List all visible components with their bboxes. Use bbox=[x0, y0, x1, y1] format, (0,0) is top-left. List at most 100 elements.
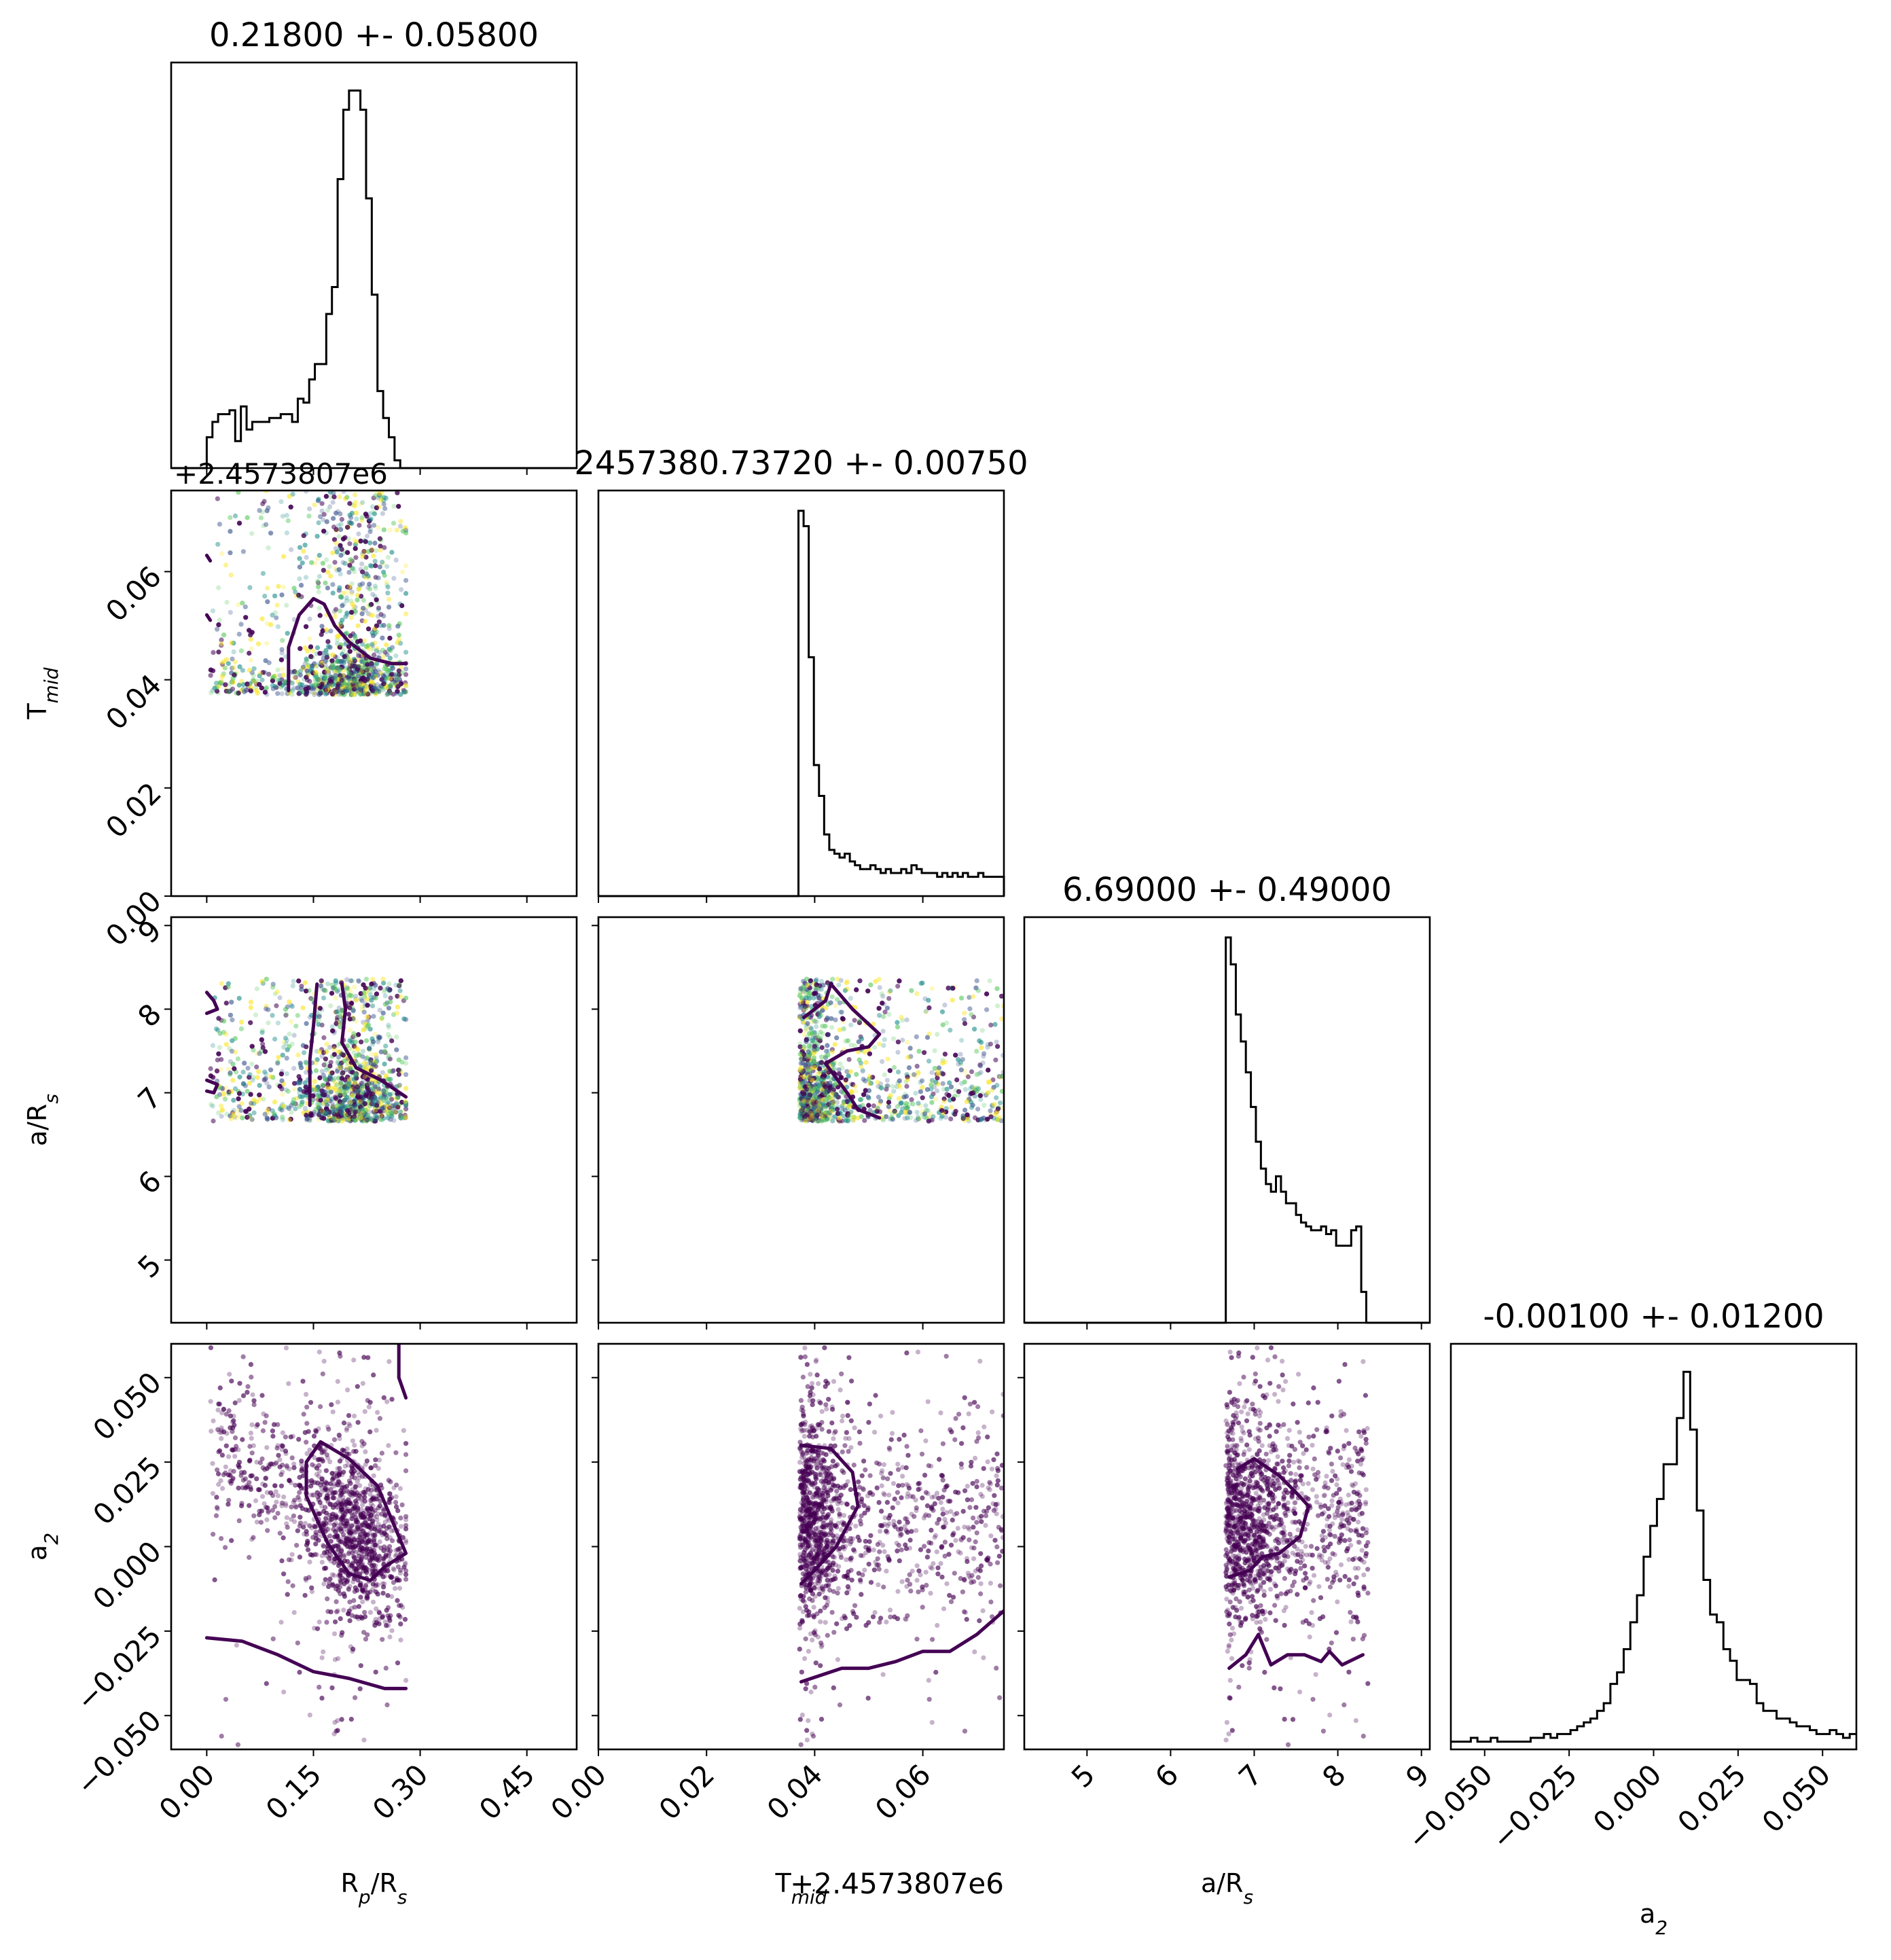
sample-point bbox=[341, 660, 347, 665]
sample-point bbox=[272, 673, 278, 679]
sample-point bbox=[374, 1055, 379, 1061]
sample-point bbox=[349, 581, 355, 586]
sample-point bbox=[315, 498, 321, 503]
sample-point bbox=[384, 580, 389, 585]
sample-point bbox=[245, 1065, 251, 1071]
sample-point bbox=[378, 548, 383, 553]
sample-point bbox=[312, 1079, 317, 1084]
sample-point bbox=[239, 679, 245, 684]
sample-point bbox=[376, 491, 382, 497]
sample-point bbox=[355, 623, 361, 628]
sample-point bbox=[403, 590, 409, 596]
sample-point bbox=[290, 983, 295, 988]
sample-point bbox=[228, 1070, 233, 1075]
sample-point bbox=[349, 520, 355, 527]
sample-point bbox=[353, 499, 358, 505]
sample-point bbox=[397, 677, 403, 682]
sample-point bbox=[280, 1052, 285, 1058]
sample-point bbox=[361, 598, 367, 603]
sample-point bbox=[312, 502, 317, 507]
sample-point bbox=[395, 640, 400, 645]
sample-point bbox=[351, 1031, 357, 1036]
sample-point bbox=[374, 661, 380, 666]
sample-point bbox=[348, 989, 353, 995]
sample-point bbox=[321, 1062, 327, 1067]
sample-point bbox=[278, 657, 284, 662]
sample-point bbox=[313, 673, 319, 678]
sample-point bbox=[251, 679, 257, 684]
sample-point bbox=[348, 557, 353, 563]
sample-point bbox=[335, 664, 340, 671]
sample-point bbox=[346, 986, 352, 991]
sample-point bbox=[257, 671, 263, 676]
sample-point bbox=[370, 646, 376, 652]
sample-point bbox=[381, 622, 386, 628]
sample-point bbox=[358, 1111, 363, 1117]
sample-point bbox=[333, 546, 338, 552]
sample-point bbox=[357, 582, 363, 588]
sample-point bbox=[350, 1008, 356, 1013]
sample-point bbox=[331, 665, 336, 671]
sample-point bbox=[359, 659, 365, 664]
sample-point bbox=[365, 643, 371, 648]
sample-point bbox=[280, 638, 285, 643]
sample-point bbox=[363, 683, 369, 689]
sample-point bbox=[217, 680, 223, 686]
sample-point bbox=[374, 1086, 379, 1092]
sample-point bbox=[342, 681, 347, 687]
sample-point bbox=[395, 624, 401, 629]
sample-point bbox=[319, 1022, 325, 1028]
sample-point bbox=[353, 541, 359, 548]
sample-point bbox=[386, 623, 392, 628]
sample-point bbox=[287, 1044, 292, 1050]
sample-point bbox=[376, 495, 381, 501]
sample-point bbox=[284, 1037, 289, 1043]
sample-point bbox=[397, 524, 403, 529]
sample-point bbox=[335, 666, 340, 671]
sample-point bbox=[384, 652, 390, 658]
sample-point bbox=[237, 1074, 242, 1080]
sample-point bbox=[377, 669, 382, 675]
sample-point bbox=[221, 632, 227, 638]
sample-point bbox=[266, 545, 271, 551]
sample-point bbox=[403, 1055, 409, 1061]
sample-point bbox=[308, 668, 313, 673]
sample-point bbox=[307, 1014, 312, 1020]
sample-point bbox=[380, 559, 385, 565]
sample-point bbox=[386, 981, 392, 986]
sample-point bbox=[354, 682, 359, 688]
sample-point bbox=[337, 645, 342, 650]
sample-point bbox=[401, 688, 407, 693]
sample-point bbox=[384, 652, 390, 658]
sample-point bbox=[230, 656, 235, 662]
sample-point bbox=[378, 671, 384, 676]
sample-point bbox=[403, 1086, 409, 1091]
sample-point bbox=[317, 1101, 322, 1107]
sample-point bbox=[337, 689, 342, 694]
sample-point bbox=[297, 576, 302, 582]
sample-point bbox=[335, 1061, 341, 1066]
sample-point bbox=[387, 527, 393, 533]
sample-point bbox=[317, 552, 322, 558]
sample-point bbox=[395, 491, 400, 495]
sample-point bbox=[247, 1080, 252, 1086]
contour-rp_tmid-1 bbox=[204, 613, 213, 622]
sample-point bbox=[297, 545, 303, 550]
sample-point bbox=[373, 674, 378, 679]
sample-point bbox=[388, 999, 393, 1005]
sample-point bbox=[248, 637, 253, 642]
sample-point bbox=[330, 1103, 336, 1108]
sample-point bbox=[298, 1065, 304, 1071]
sample-point bbox=[324, 1067, 329, 1073]
sample-point bbox=[403, 563, 409, 569]
sample-point bbox=[387, 684, 393, 690]
sample-point bbox=[319, 986, 324, 991]
sample-point bbox=[355, 592, 361, 598]
sample-point bbox=[361, 638, 367, 643]
sample-point bbox=[345, 550, 350, 555]
sample-point bbox=[370, 1041, 376, 1047]
sample-point bbox=[377, 1008, 382, 1013]
sample-point bbox=[341, 1058, 346, 1064]
sample-point bbox=[357, 683, 363, 689]
